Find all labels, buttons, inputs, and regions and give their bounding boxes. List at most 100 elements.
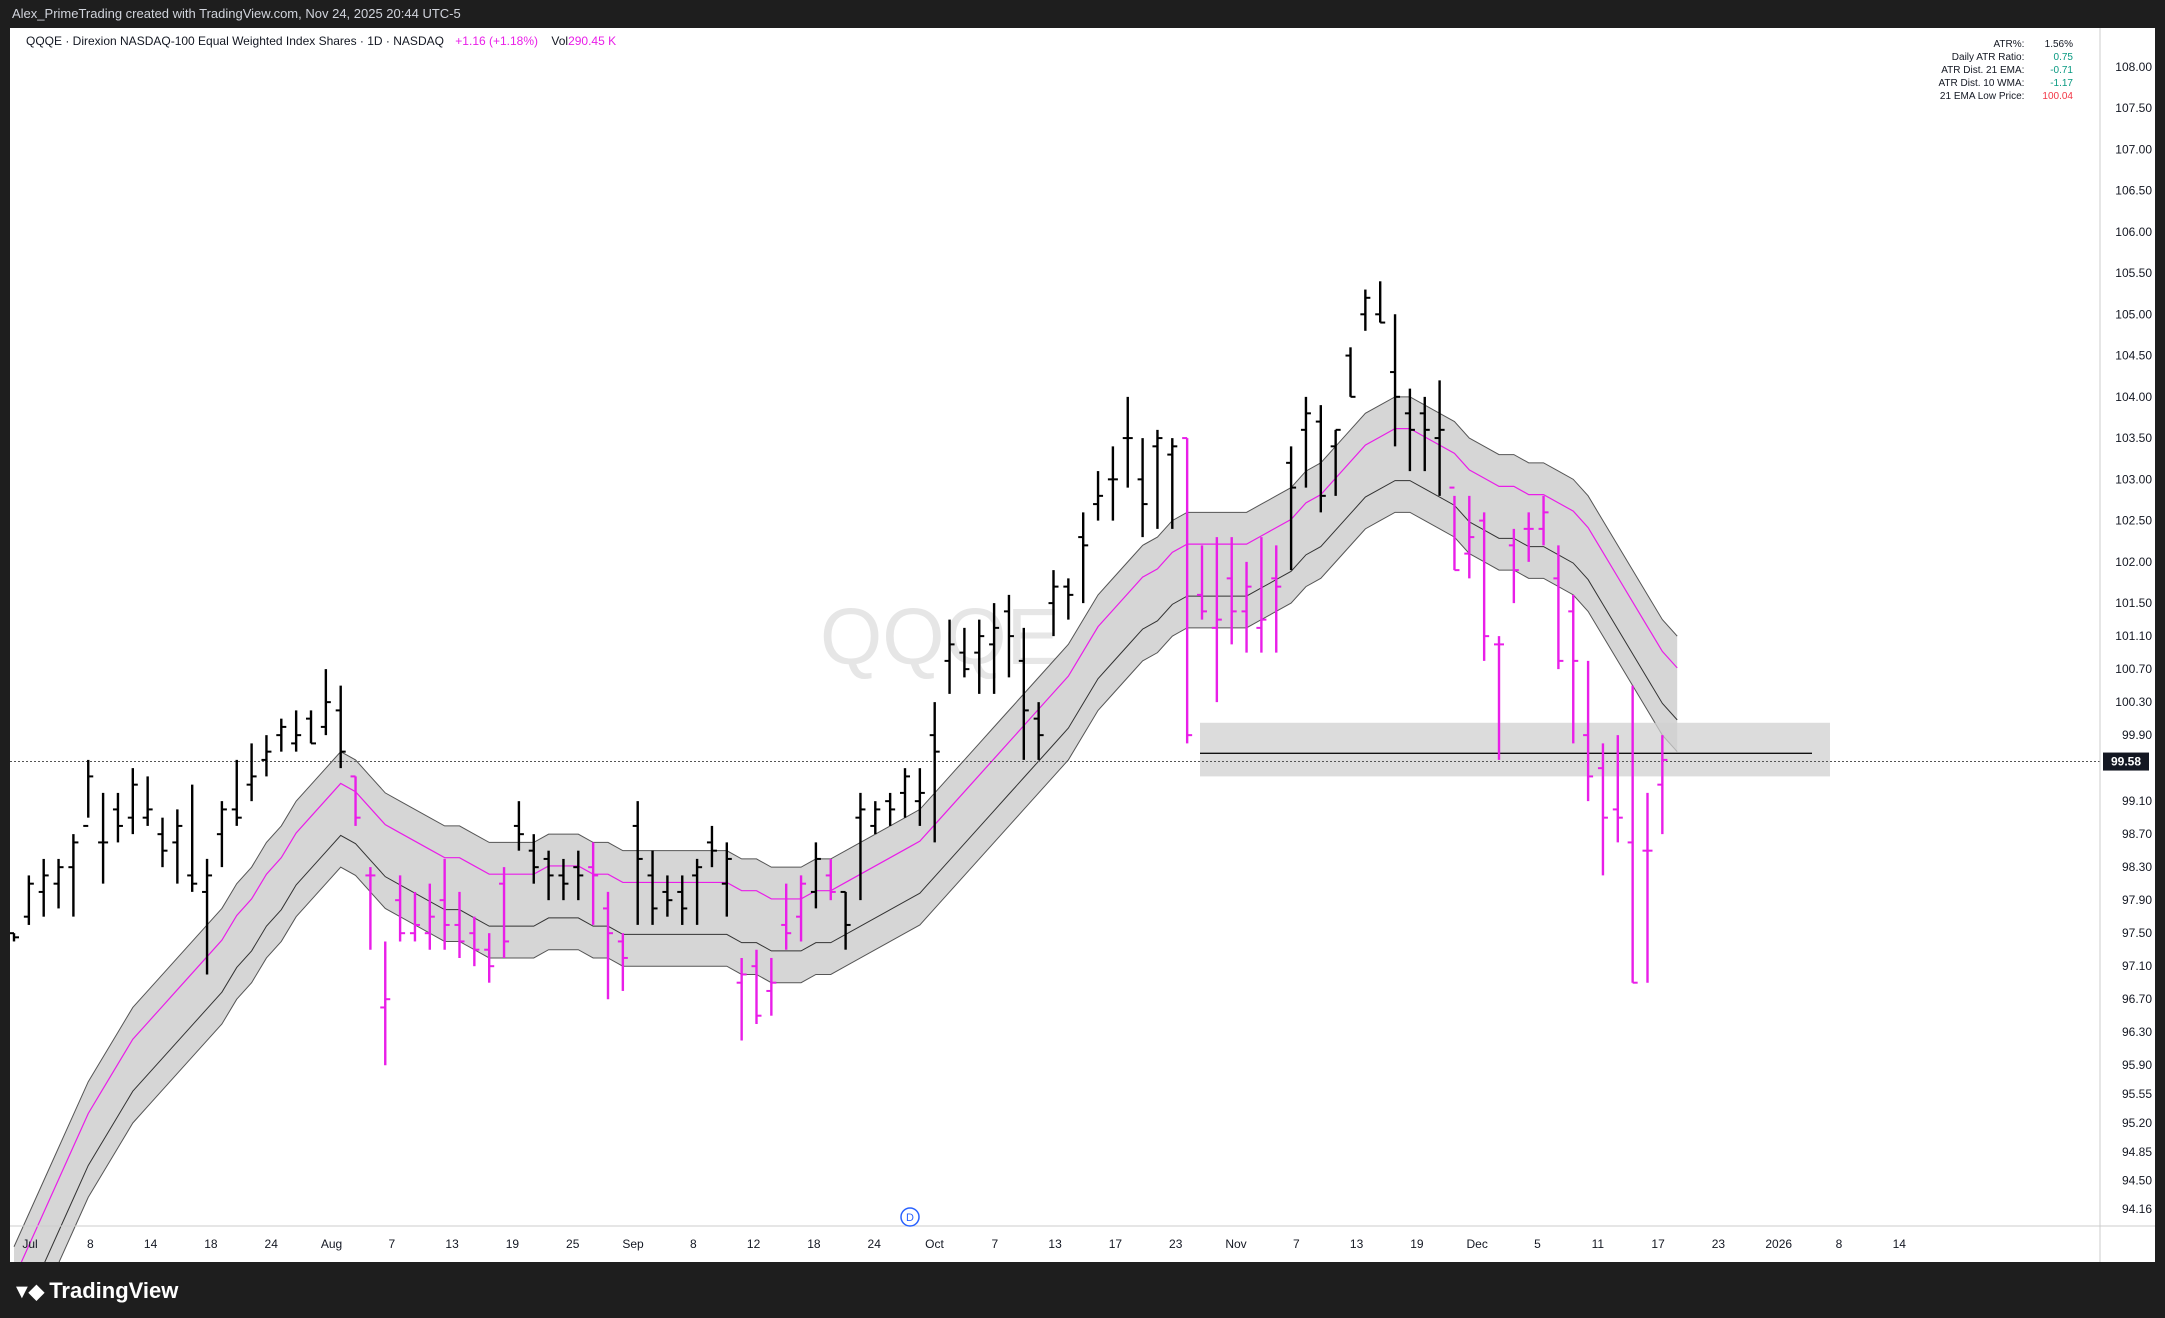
ohlc-bar[interactable] <box>810 842 821 909</box>
ohlc-bar[interactable] <box>825 858 836 901</box>
ohlc-bar[interactable] <box>202 858 213 975</box>
ohlc-bar[interactable] <box>1419 396 1430 472</box>
ohlc-bar[interactable] <box>1449 486 1460 572</box>
ohlc-bar[interactable] <box>409 891 420 942</box>
ohlc-bar[interactable] <box>320 669 331 736</box>
ohlc-bar[interactable] <box>662 875 673 917</box>
ohlc-bar[interactable] <box>1375 281 1386 324</box>
ohlc-bar[interactable] <box>454 891 465 958</box>
chart-frame[interactable]: QQQE 108.00 107.50 107.00 106.50 106.00 105.5… <box>10 28 2155 1262</box>
ohlc-bar[interactable] <box>1657 735 1668 835</box>
ohlc-bar[interactable] <box>231 759 242 826</box>
ohlc-bar[interactable] <box>870 801 881 835</box>
ohlc-bar[interactable] <box>172 809 183 884</box>
ohlc-bar[interactable] <box>513 801 524 851</box>
ohlc-bar[interactable] <box>766 957 777 1016</box>
ohlc-bar[interactable] <box>1226 537 1237 645</box>
ohlc-bar[interactable] <box>380 941 391 1066</box>
ohlc-bar[interactable] <box>1330 428 1341 496</box>
ohlc-bar[interactable] <box>692 858 703 925</box>
ohlc-bar[interactable] <box>974 619 985 694</box>
ohlc-bar[interactable] <box>157 817 168 868</box>
ohlc-bar[interactable] <box>1479 512 1490 661</box>
ohlc-bar[interactable] <box>306 710 316 745</box>
ohlc-bar[interactable] <box>83 759 94 827</box>
ohlc-bar[interactable] <box>1093 471 1104 521</box>
ohlc-bar[interactable] <box>1597 743 1608 876</box>
ohlc-bar[interactable] <box>632 801 643 925</box>
ohlc-bar[interactable] <box>751 949 762 1024</box>
ohlc-bar[interactable] <box>1434 380 1445 496</box>
ohlc-bar[interactable] <box>1612 735 1623 843</box>
ohlc-bar[interactable] <box>395 875 406 942</box>
ohlc-bar[interactable] <box>1033 702 1044 760</box>
ohlc-bar[interactable] <box>439 858 450 950</box>
ohlc-bar[interactable] <box>424 883 435 950</box>
ohlc-bar[interactable] <box>1508 528 1519 604</box>
ohlc-bar[interactable] <box>98 792 109 884</box>
ohlc-bar[interactable] <box>573 850 584 901</box>
ohlc-bar[interactable] <box>127 768 138 835</box>
ohlc-bar[interactable] <box>855 792 866 901</box>
ohlc-bar[interactable] <box>1360 289 1371 331</box>
ohlc-bar[interactable] <box>350 775 361 826</box>
ohlc-bar[interactable] <box>1137 438 1148 538</box>
ohlc-bar[interactable] <box>1553 545 1564 670</box>
ohlc-bar[interactable] <box>335 685 346 769</box>
ohlc-bar[interactable] <box>1182 437 1193 744</box>
ohlc-bar[interactable] <box>1122 396 1133 488</box>
ohlc-bar[interactable] <box>1642 792 1653 983</box>
ohlc-bar[interactable] <box>1627 685 1638 984</box>
ohlc-bar[interactable] <box>1404 388 1415 472</box>
ohlc-bar[interactable] <box>588 842 599 925</box>
ohlc-bar[interactable] <box>365 867 376 950</box>
ohlc-bar[interactable] <box>647 850 658 925</box>
ohlc-bar[interactable] <box>736 957 747 1041</box>
ohlc-bar[interactable] <box>499 867 510 958</box>
ohlc-bar[interactable] <box>929 702 940 843</box>
ohlc-bar[interactable] <box>900 768 910 818</box>
ohlc-bar[interactable] <box>112 792 123 843</box>
ohlc-bar[interactable] <box>38 858 49 917</box>
ohlc-bar[interactable] <box>216 801 227 868</box>
ohlc-bar[interactable] <box>1152 429 1163 529</box>
ohlc-bar[interactable] <box>1003 594 1014 678</box>
symbol-legend[interactable]: QQQE · Direxion NASDAQ-100 Equal Weighte… <box>26 34 616 48</box>
ohlc-bar[interactable] <box>1286 446 1297 571</box>
ohlc-bar[interactable] <box>469 916 480 967</box>
ohlc-bar[interactable] <box>959 627 970 678</box>
ohlc-bar[interactable] <box>10 932 19 942</box>
ohlc-bar[interactable] <box>291 710 302 752</box>
ohlc-bar[interactable] <box>1300 396 1311 488</box>
ohlc-bar[interactable] <box>1063 578 1074 620</box>
ohlc-bar[interactable] <box>53 858 64 909</box>
ohlc-bar[interactable] <box>1197 545 1207 620</box>
ohlc-bar[interactable] <box>23 875 34 925</box>
ohlc-bar[interactable] <box>1256 537 1267 653</box>
chart-svg[interactable]: QQQE 108.00 107.50 107.00 106.50 106.00 105.5… <box>10 28 2155 1262</box>
support-zone[interactable] <box>1200 722 1830 777</box>
ohlc-bar[interactable] <box>1048 570 1059 637</box>
ohlc-bar[interactable] <box>246 743 257 802</box>
ohlc-bar[interactable] <box>276 718 287 752</box>
ohlc-bar[interactable] <box>1494 636 1504 760</box>
ohlc-bar[interactable] <box>187 784 198 892</box>
ohlc-bar[interactable] <box>721 842 732 917</box>
ohlc-bar[interactable] <box>142 776 153 826</box>
tradingview-logo[interactable]: ▼◆ TradingView <box>12 1278 178 1304</box>
ohlc-bar[interactable] <box>1390 314 1401 447</box>
ohlc-bar[interactable] <box>1241 561 1252 653</box>
ohlc-bar[interactable] <box>796 875 807 942</box>
ohlc-bar[interactable] <box>840 890 851 950</box>
ohlc-bar[interactable] <box>1523 512 1534 562</box>
ohlc-bar[interactable] <box>68 834 79 917</box>
ohlc-bar[interactable] <box>1018 627 1029 760</box>
ohlc-bar[interactable] <box>1107 446 1118 521</box>
ohlc-bar[interactable] <box>781 883 792 950</box>
ohlc-bar[interactable] <box>914 768 925 826</box>
ohlc-bar[interactable] <box>1315 405 1326 513</box>
ohlc-bar[interactable] <box>543 850 554 901</box>
ohlc-bar[interactable] <box>558 858 569 901</box>
ohlc-bar[interactable] <box>989 603 1000 694</box>
ohlc-bar[interactable] <box>1538 495 1549 546</box>
